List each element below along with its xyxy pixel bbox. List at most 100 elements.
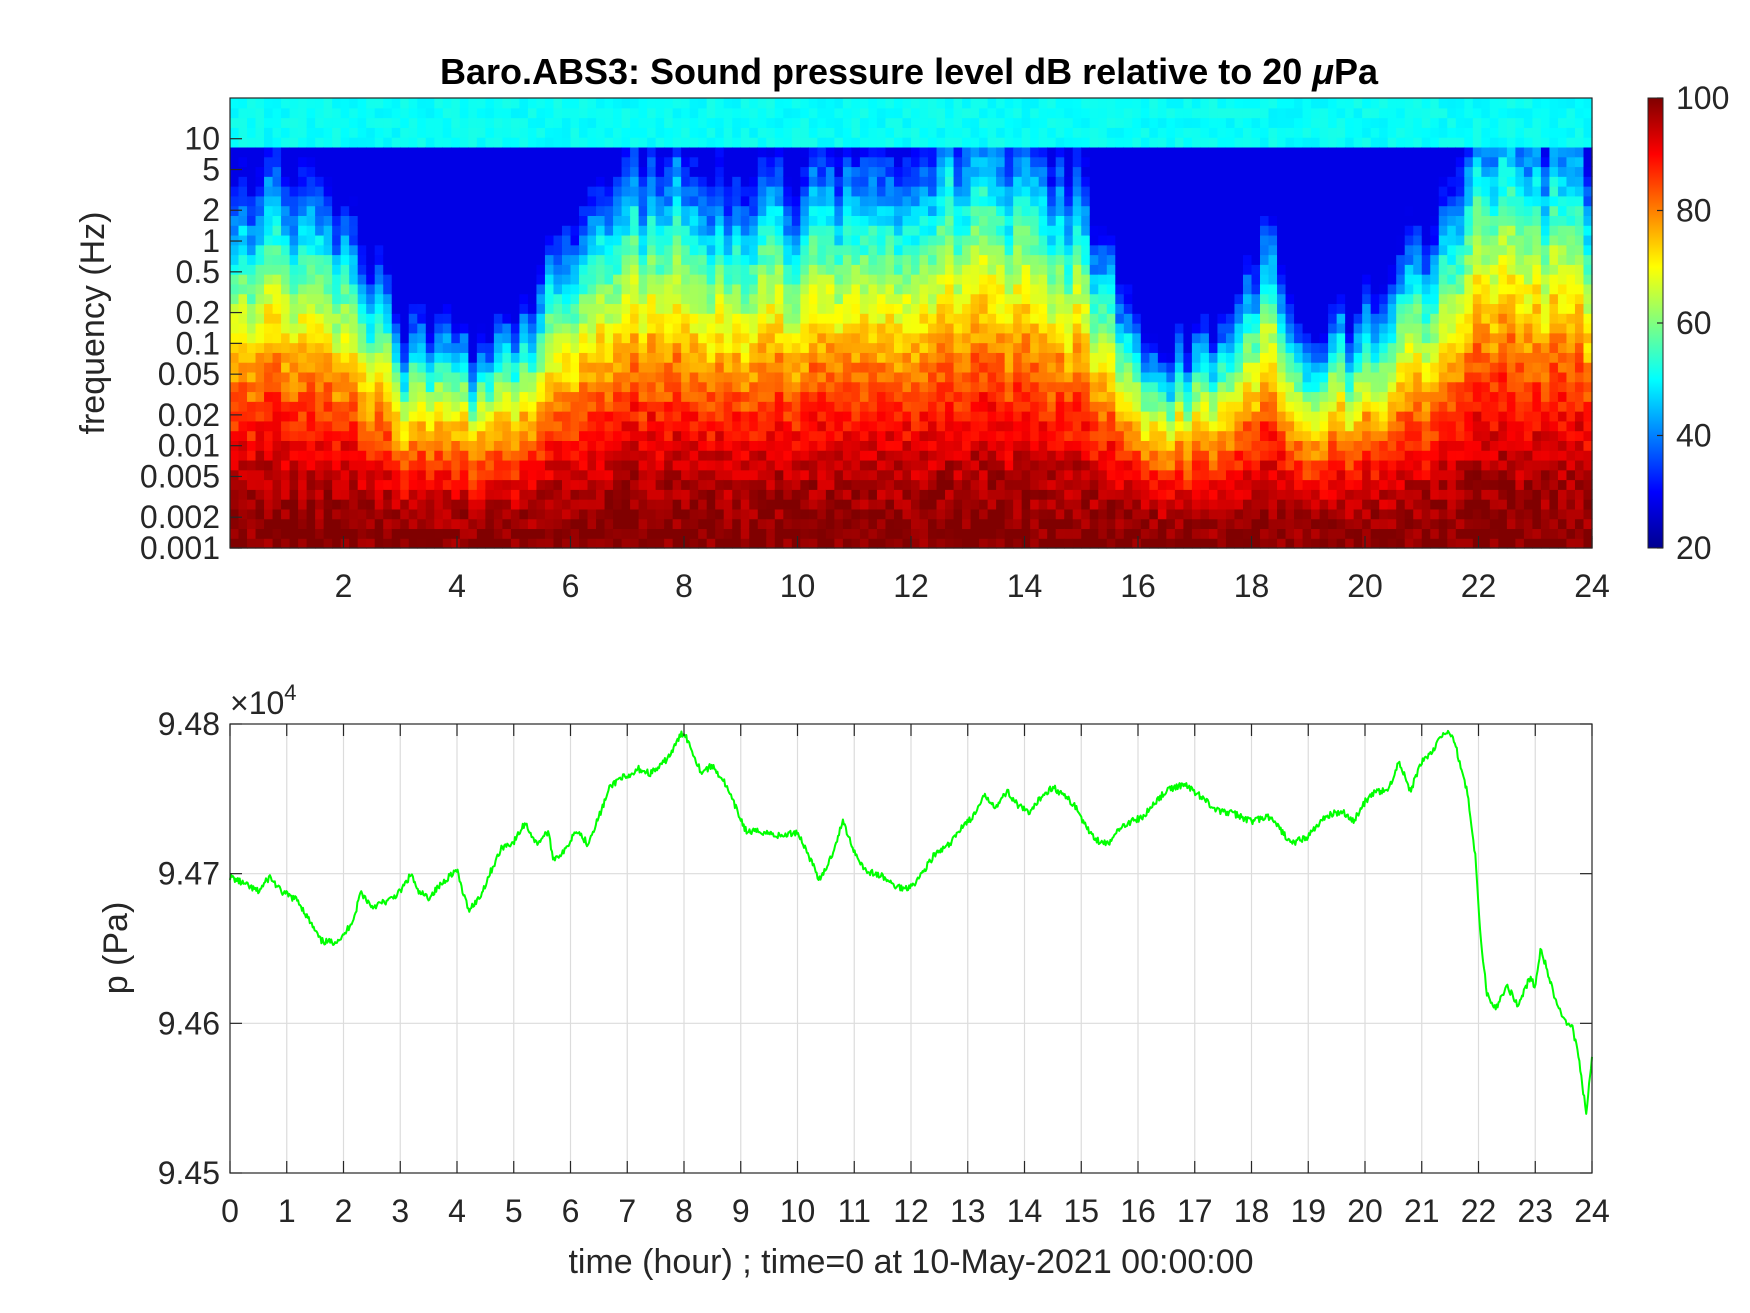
spectrogram-cell [800, 107, 810, 119]
spectrogram-cell [247, 538, 257, 549]
spectrogram-cell [953, 156, 963, 168]
spectrogram-cell [970, 225, 980, 236]
spectrogram-cell [1030, 283, 1040, 295]
spectrogram-cell [1081, 176, 1091, 187]
spectrogram-cell [1038, 264, 1048, 275]
spectrogram-cell [468, 401, 478, 412]
spectrogram-cell [647, 176, 657, 187]
spectrogram-cell [630, 274, 640, 285]
spectrogram-cell [945, 332, 955, 344]
spectrogram-cell [1021, 117, 1031, 128]
spectrogram-cell [1064, 234, 1074, 246]
spectrogram-cell [851, 489, 861, 500]
spectrogram-cell [323, 313, 333, 324]
spectrogram-cell [681, 186, 691, 197]
spectrogram-cell [808, 225, 818, 236]
spectrogram-cell [1081, 215, 1091, 226]
spectrogram-cell [783, 381, 793, 393]
spectrogram-cell [1081, 205, 1091, 216]
spectrogram-cell [561, 362, 572, 373]
spectrogram-cell [766, 371, 776, 383]
spectrogram-cell [366, 264, 376, 275]
spectrogram-cell [638, 332, 648, 344]
spectrogram-cell [876, 313, 887, 324]
spectrogram-cell [247, 323, 257, 334]
spectrogram-cell [281, 176, 291, 187]
spectrogram-cell [1098, 381, 1108, 393]
spectrogram-cell [374, 518, 384, 530]
spectrogram-cell [434, 244, 444, 256]
spectrogram-cell [757, 323, 767, 334]
spectrogram-cell [493, 176, 503, 187]
spectrogram-cell [374, 430, 384, 441]
spectrogram-cell [315, 469, 325, 481]
spectrogram-cell [936, 508, 946, 520]
spectrogram-cell [1106, 489, 1116, 500]
spectrogram-cell [945, 538, 955, 549]
spectrogram-cell [1089, 391, 1099, 402]
spectrogram-cell [842, 528, 853, 539]
spectrogram-cell [1055, 254, 1065, 265]
spectrogram-cell [868, 342, 878, 353]
spectrogram-cell [366, 254, 376, 265]
spectrogram-cell [1038, 234, 1048, 246]
spectrogram-cell [630, 313, 640, 324]
spectrogram-cell [1132, 440, 1142, 451]
spectrogram-cell [510, 274, 521, 285]
spectrogram-cell [383, 342, 393, 353]
spectrogram-cell [425, 323, 435, 334]
spectrogram-cell [919, 371, 929, 383]
spectrogram-cell [834, 469, 844, 481]
spectrogram-cell [732, 362, 742, 373]
spectrogram-cell [425, 254, 435, 265]
spectrogram-cell [902, 156, 912, 168]
spectrogram-cell [1030, 528, 1040, 539]
spectrogram-cell [493, 391, 503, 402]
spectrogram-cell [544, 313, 555, 324]
spectrogram-cell [451, 528, 461, 539]
spectrogram-cell [1098, 293, 1108, 305]
spectrogram-cell [962, 332, 972, 344]
spectrogram-cell [1047, 176, 1057, 187]
spectrogram-cell [783, 479, 793, 490]
spectrogram-cell [391, 205, 401, 216]
spectrogram-cell [502, 313, 512, 324]
spectrogram-cell [876, 489, 887, 500]
spectrogram-cell [1064, 166, 1074, 177]
spectrogram-cell [911, 205, 921, 216]
spectrogram-cell [808, 479, 818, 490]
spectrogram-cell [1140, 440, 1150, 451]
spectrogram-cell [1030, 430, 1040, 441]
spectrogram-cell [825, 450, 835, 461]
spectrogram-cell [706, 489, 716, 500]
spectrogram-cell [647, 303, 657, 314]
spectrogram-cell [391, 274, 401, 285]
spectrogram-cell [493, 362, 503, 373]
spectrogram-cell [928, 117, 938, 128]
spectrogram-cell [1098, 371, 1108, 383]
spectrogram-cell [825, 508, 835, 520]
spectrogram-cell [851, 137, 861, 148]
spectrogram-cell [417, 459, 427, 471]
spectrogram-cell [544, 234, 555, 246]
spectrogram-cell [579, 479, 589, 490]
spectrogram-cell [553, 411, 563, 422]
spectrogram-cells [230, 98, 1593, 549]
spectrogram-cell [1081, 98, 1091, 109]
spectrogram-cell [1038, 98, 1048, 109]
spectrogram-cell [817, 362, 827, 373]
spectrogram-cell [979, 274, 989, 285]
spectrogram-cell [1004, 401, 1014, 412]
spectrogram-cell [1021, 195, 1031, 207]
spectrogram-cell [383, 244, 393, 256]
spectrogram-cell [510, 254, 521, 265]
spectrogram-cell [630, 195, 640, 207]
spectrogram-cell [340, 342, 350, 353]
spectrogram-cell [885, 225, 895, 236]
spectrogram-cell [315, 234, 325, 246]
spectrogram-cell [434, 371, 444, 383]
spectrogram-cell [434, 489, 444, 500]
spectrogram-cell [1064, 528, 1074, 539]
spectrogram-cell [255, 528, 265, 539]
spectrogram-cell [945, 176, 955, 187]
